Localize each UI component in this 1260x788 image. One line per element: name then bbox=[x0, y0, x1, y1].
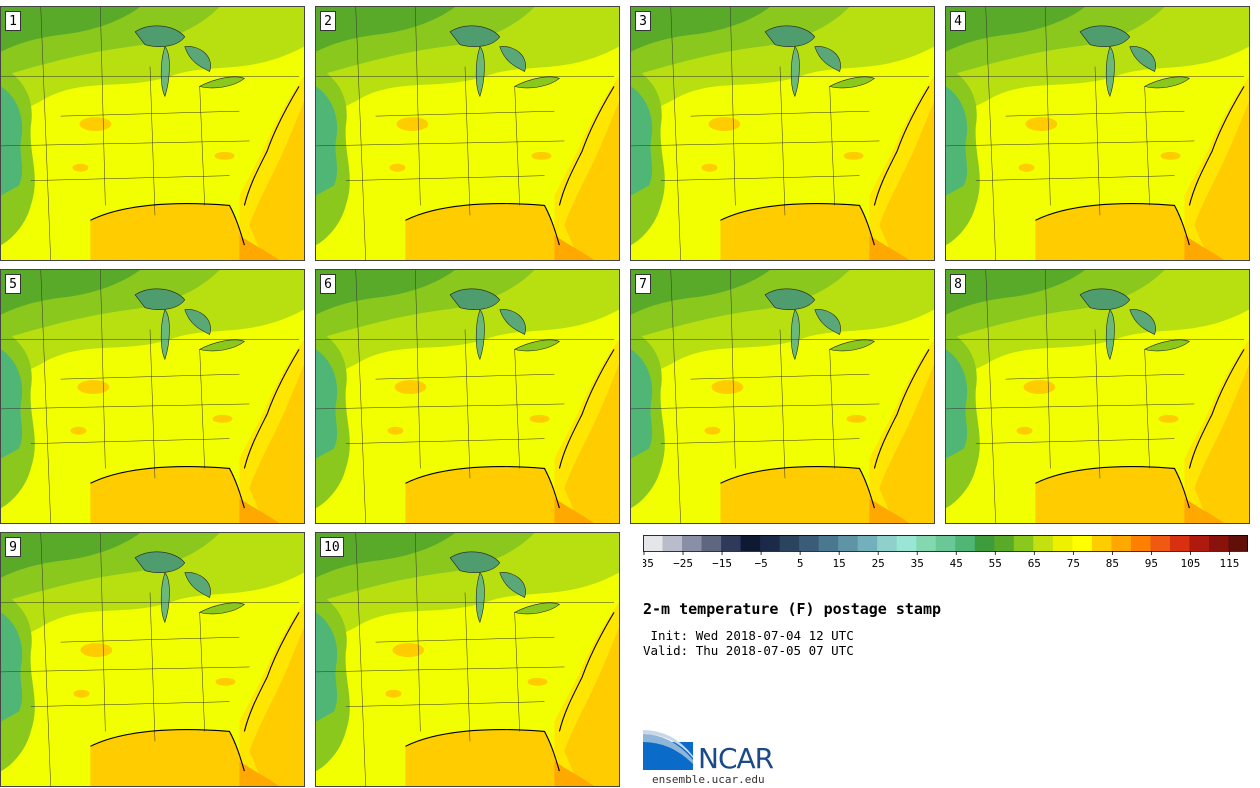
temperature-map bbox=[316, 533, 619, 786]
colorbar-swatch bbox=[1130, 535, 1151, 551]
temperature-map bbox=[1, 533, 304, 786]
colorbar-tick-label: −5 bbox=[754, 557, 767, 570]
temperature-map bbox=[946, 7, 1249, 260]
colorbar-border bbox=[643, 535, 1248, 552]
colorbar-tick-label: 85 bbox=[1106, 557, 1119, 570]
map-panel: 5 bbox=[0, 269, 305, 524]
temperature-map bbox=[316, 7, 619, 260]
colorbar-swatch bbox=[701, 535, 722, 551]
ncar-logo-icon bbox=[643, 730, 693, 770]
init-label: Init: bbox=[643, 628, 689, 643]
map-panel: 3 bbox=[630, 6, 935, 261]
colorbar-swatch bbox=[1189, 535, 1210, 551]
colorbar-tick-label: 75 bbox=[1067, 557, 1080, 570]
colorbar: −35 −25 −15 −5 5 15 25 35 45 55 65 75 85 95 105 115 bbox=[643, 535, 1248, 570]
colorbar-swatch bbox=[857, 535, 878, 551]
map-panel: 8 bbox=[945, 269, 1250, 524]
colorbar-swatch bbox=[994, 535, 1015, 551]
colorbar-swatch bbox=[1111, 535, 1132, 551]
colorbar-swatch bbox=[896, 535, 917, 551]
colorbar-swatch bbox=[662, 535, 683, 551]
panel-number: 2 bbox=[320, 11, 336, 31]
panel-number: 5 bbox=[5, 274, 21, 294]
map-panel: 4 bbox=[945, 6, 1250, 261]
colorbar-swatch bbox=[955, 535, 976, 551]
colorbar-tick-label: 45 bbox=[950, 557, 963, 570]
colorbar-tick-label: 105 bbox=[1181, 557, 1201, 570]
map-panel: 6 bbox=[315, 269, 620, 524]
colorbar-swatch bbox=[974, 535, 995, 551]
valid-value: Thu 2018-07-05 07 UTC bbox=[695, 643, 854, 658]
colorbar-tick-label: 65 bbox=[1028, 557, 1041, 570]
panel-number: 7 bbox=[635, 274, 651, 294]
temperature-map bbox=[631, 7, 934, 260]
temperature-map bbox=[1, 270, 304, 523]
colorbar-swatch bbox=[740, 535, 761, 551]
init-value: Wed 2018-07-04 12 UTC bbox=[695, 628, 854, 643]
colorbar-swatch bbox=[682, 535, 703, 551]
colorbar-tick-label: 5 bbox=[797, 557, 804, 570]
colorbar-tick-label: 25 bbox=[872, 557, 885, 570]
map-panel: 9 bbox=[0, 532, 305, 787]
colorbar-swatch bbox=[838, 535, 859, 551]
colorbar-swatch bbox=[1013, 535, 1034, 551]
colorbar-swatch bbox=[721, 535, 742, 551]
colorbar-swatch bbox=[1091, 535, 1112, 551]
temperature-map bbox=[631, 270, 934, 523]
colorbar-swatch bbox=[1072, 535, 1093, 551]
map-panel: 2 bbox=[315, 6, 620, 261]
panel-number: 9 bbox=[5, 537, 21, 557]
panel-number: 1 bbox=[5, 11, 21, 31]
temperature-map bbox=[946, 270, 1249, 523]
colorbar-swatch bbox=[1208, 535, 1229, 551]
valid-time: Valid: Thu 2018-07-05 07 UTC bbox=[643, 643, 854, 658]
colorbar-tick-label: 115 bbox=[1220, 557, 1240, 570]
valid-label: Valid: bbox=[643, 643, 689, 658]
colorbar-swatch bbox=[643, 535, 664, 551]
colorbar-tick-label: 55 bbox=[989, 557, 1002, 570]
panel-number: 4 bbox=[950, 11, 966, 31]
colorbar-swatch bbox=[935, 535, 956, 551]
panel-number: 10 bbox=[320, 537, 344, 557]
colorbar-swatch bbox=[760, 535, 781, 551]
panel-number: 3 bbox=[635, 11, 651, 31]
colorbar-swatch bbox=[1150, 535, 1171, 551]
panel-number: 6 bbox=[320, 274, 336, 294]
colorbar-swatch bbox=[877, 535, 898, 551]
colorbar-swatch bbox=[818, 535, 839, 551]
colorbar-tick-label: −25 bbox=[673, 557, 693, 570]
map-panel: 7 bbox=[630, 269, 935, 524]
logo-text: NCAR bbox=[698, 742, 774, 775]
colorbar-swatch bbox=[1169, 535, 1190, 551]
colorbar-swatch bbox=[799, 535, 820, 551]
map-panel: 1 bbox=[0, 6, 305, 261]
panel-number: 8 bbox=[950, 274, 966, 294]
colorbar-tick-label: −35 bbox=[643, 557, 654, 570]
colorbar-tick-label: 35 bbox=[911, 557, 924, 570]
colorbar-swatch bbox=[1052, 535, 1073, 551]
temperature-map bbox=[316, 270, 619, 523]
colorbar-tick-label: −15 bbox=[712, 557, 732, 570]
colorbar-swatch bbox=[916, 535, 937, 551]
colorbar-swatch bbox=[1228, 535, 1248, 551]
init-time: Init: Wed 2018-07-04 12 UTC bbox=[643, 628, 854, 643]
colorbar-tick-label: 15 bbox=[833, 557, 846, 570]
colorbar-swatch bbox=[1033, 535, 1054, 551]
site-url: ensemble.ucar.edu bbox=[652, 773, 765, 786]
colorbar-tick-label: 95 bbox=[1145, 557, 1158, 570]
colorbar-swatch bbox=[779, 535, 800, 551]
temperature-map bbox=[1, 7, 304, 260]
figure-title: 2-m temperature (F) postage stamp bbox=[643, 600, 942, 618]
map-panel: 10 bbox=[315, 532, 620, 787]
